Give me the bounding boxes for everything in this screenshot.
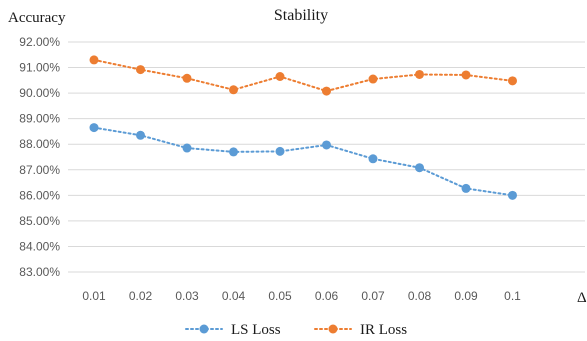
x-tick-label: 0.03 [175,289,199,303]
x-tick-label: 0.07 [361,289,385,303]
y-tick-label: 89.00% [19,112,60,126]
ls-loss-point [322,140,331,150]
legend-ls-loss-marker [199,324,209,334]
ls-loss-line [93,126,514,197]
x-tick-label: 0.02 [129,289,153,303]
legend: LS Loss IR Loss [185,322,407,338]
gridlines [68,41,585,273]
ir-loss-point [182,73,192,83]
legend-ir-loss-label: IR Loss [360,322,407,338]
ir-loss-point [275,72,285,81]
ls-loss-point [275,146,285,156]
ls-loss-point [229,147,238,157]
x-axis-label: Δ [577,290,587,306]
ir-loss-line [93,58,514,93]
y-tick-label: 84.00% [19,239,60,253]
ir-loss-point [229,85,238,95]
ls-loss-point [415,163,424,173]
y-tick-label: 88.00% [19,137,60,151]
y-tick-label: 91.00% [19,61,60,75]
ir-loss-point [508,76,517,86]
y-tick-label: 87.00% [19,163,60,177]
x-tick-label: 0.06 [315,289,339,303]
ls-loss-point [368,154,378,164]
y-tick-label: 92.00% [19,35,60,49]
x-tick-label: 0.08 [408,289,432,303]
y-tick-label: 83.00% [19,265,60,279]
chart-title: Stability [274,7,328,24]
series-group [89,55,517,200]
x-tick-label: 0.05 [268,289,292,303]
ls-loss-point [182,143,192,153]
legend-ir-loss-marker [328,324,338,334]
legend-ls-loss-label: LS Loss [231,322,281,338]
ir-loss-point [415,69,424,79]
ir-loss-point [89,55,99,65]
ls-loss-point [461,183,471,193]
x-tick-label: 0.09 [454,289,478,303]
x-tick-label: 0.1 [504,289,521,303]
ls-loss-point [136,130,145,140]
y-tick-label: 86.00% [19,188,60,202]
y-axis-label: Accuracy [8,10,66,26]
x-tick-label: 0.01 [82,289,106,303]
ir-loss-point [461,70,471,80]
y-tick-label: 85.00% [19,214,60,228]
ir-loss-point [322,86,331,96]
ls-loss-point [508,190,517,200]
ir-loss-point [368,74,378,84]
y-tick-label: 90.00% [19,86,60,100]
y-tick-labels: 83.00% 84.00% 85.00% 86.00% 87.00% 88.00% 89.0… [19,35,60,279]
x-tick-labels: 0.01 0.02 0.03 0.04 0.05 0.06 0.07 0.08 0.09 0.1 [82,289,521,303]
ls-loss-point [89,123,99,133]
ir-loss-point [136,65,145,75]
x-tick-label: 0.04 [222,289,246,303]
